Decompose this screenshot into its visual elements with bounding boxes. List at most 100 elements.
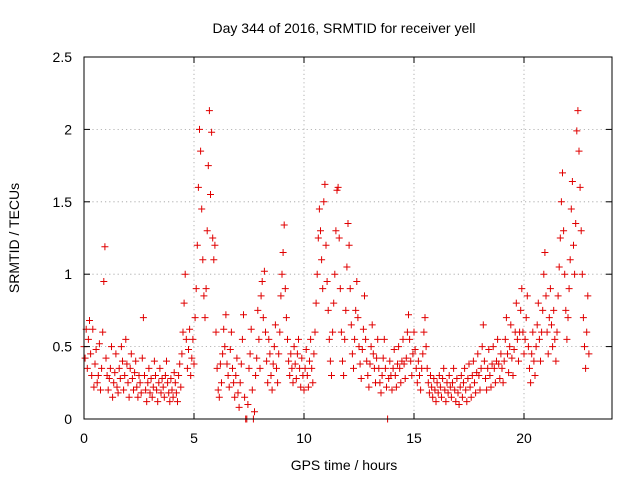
data-point [281,285,289,293]
data-point [108,343,115,351]
data-point [187,372,195,380]
data-point [453,374,461,382]
data-point [180,299,188,307]
data-point [363,357,371,365]
data-point [570,241,577,249]
data-point [321,180,329,188]
data-point [506,343,514,351]
data-point [236,379,244,387]
data-point [307,335,315,343]
data-point [274,379,282,387]
y-tick-label: 0.5 [53,339,73,355]
x-axis-label: GPS time / hours [291,457,398,473]
data-point [466,383,474,391]
data-point [166,398,174,406]
data-point [323,277,331,285]
data-point [442,398,450,406]
data-point [488,360,496,368]
data-point [389,364,397,372]
data-point [139,314,147,322]
data-point [287,350,295,358]
data-point [142,386,150,394]
data-point [92,345,100,353]
data-point [284,335,291,343]
data-point [150,357,158,365]
axis-ticks [83,56,612,420]
y-tick-label: 2.5 [53,49,73,65]
data-point [519,328,527,336]
data-point [392,383,400,391]
data-point [289,379,297,387]
data-point [309,379,317,387]
data-point [146,389,154,397]
data-point [335,234,343,242]
data-point [367,343,375,351]
data-point [301,364,309,372]
data-point [260,267,268,275]
data-point [209,234,217,242]
data-point [354,314,362,322]
data-point [131,369,139,377]
data-point [374,335,382,343]
data-point [124,379,132,387]
data-point [292,374,300,382]
data-point [548,321,555,329]
data-point [191,314,199,322]
data-point [474,350,482,358]
data-point [90,383,98,391]
data-point [185,345,192,353]
data-point [348,350,356,358]
data-point [192,285,200,293]
data-point [345,241,353,249]
data-point [333,186,341,194]
data-point [560,227,568,235]
data-point [489,343,497,351]
data-point [149,383,157,391]
data-point [306,357,313,365]
data-point [121,372,129,380]
data-point [165,389,173,397]
data-point [397,379,405,387]
data-point [97,386,104,394]
data-point [510,345,518,353]
data-point [376,379,384,387]
data-point [450,364,458,372]
data-point [214,386,222,394]
data-point [205,107,213,115]
data-point [482,374,489,382]
data-point [193,241,201,249]
data-point [440,364,448,372]
data-point [452,398,460,406]
data-point [268,386,276,394]
data-point [325,335,333,343]
data-point [263,357,271,365]
data-point [575,147,583,155]
data-point [253,354,261,362]
data-point [88,372,96,380]
data-point [478,343,486,351]
data-point [98,364,106,372]
data-point [262,328,269,336]
data-point [427,372,434,380]
y-tick-label: 1 [64,266,72,282]
data-point [326,357,334,365]
data-point [540,270,548,278]
chart-title: Day 344 of 2016, SRMTID for receiver yel… [213,20,476,36]
data-point [449,379,456,387]
data-point [355,343,363,351]
data-point [188,354,196,362]
data-point [137,389,145,397]
data-point [134,393,142,401]
data-point [433,379,441,387]
data-point [352,306,360,314]
data-point [330,299,338,307]
data-point [83,364,91,372]
data-point [527,379,535,387]
data-point [544,350,552,358]
data-point [532,343,540,351]
data-point [314,234,322,242]
data-point [549,343,557,351]
data-point [233,354,241,362]
data-point [454,389,462,397]
data-point [123,360,131,368]
